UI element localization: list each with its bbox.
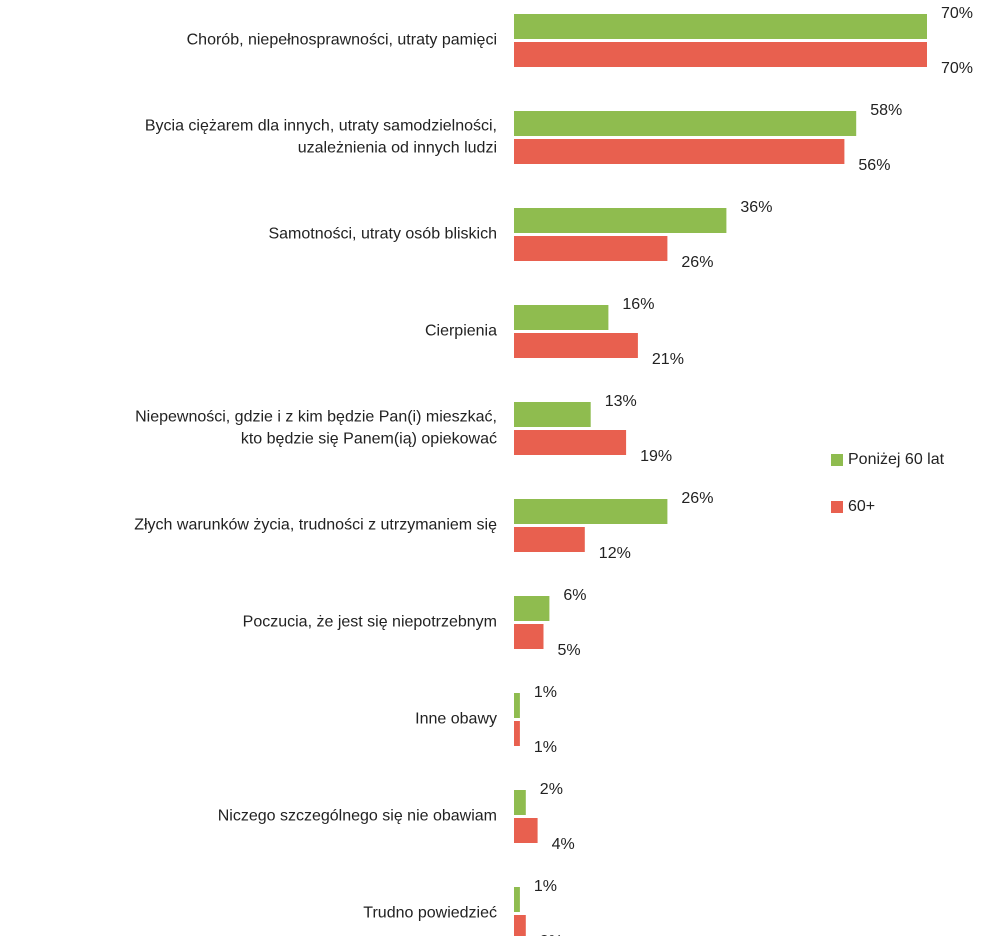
value-label: 6% — [563, 587, 586, 604]
bar — [514, 499, 668, 524]
value-label: 16% — [622, 296, 654, 313]
value-label: 1% — [534, 739, 557, 756]
bar — [514, 693, 520, 718]
bar — [514, 721, 520, 746]
category-label: Trudno powiedzieć — [363, 905, 497, 922]
legend-label: Poniżej 60 lat — [848, 451, 945, 468]
value-label: 36% — [740, 199, 772, 216]
value-label: 2% — [540, 781, 563, 798]
value-label: 4% — [552, 836, 575, 853]
category-label: Chorób, niepełnosprawności, utraty pamię… — [187, 32, 497, 49]
bar — [514, 596, 550, 621]
bar — [514, 14, 927, 39]
bar — [514, 887, 520, 912]
bar — [514, 333, 638, 358]
bar — [514, 915, 526, 936]
category-label: Poczucia, że jest się niepotrzebnym — [243, 614, 497, 631]
bar — [514, 111, 857, 136]
legend-swatch — [831, 501, 843, 513]
value-label: 1% — [534, 684, 557, 701]
bar — [514, 42, 927, 67]
bar — [514, 818, 538, 843]
legend-swatch — [831, 454, 843, 466]
value-label: 5% — [558, 642, 581, 659]
category-label: Złych warunków życia, trudności z utrzym… — [134, 517, 497, 534]
category-label: Cierpienia — [425, 323, 497, 340]
value-label: 1% — [534, 878, 557, 895]
value-label: 26% — [681, 254, 713, 271]
legend-label: 60+ — [848, 498, 875, 515]
value-label: 70% — [941, 5, 973, 22]
bar — [514, 624, 544, 649]
value-label: 58% — [870, 102, 902, 119]
value-label: 26% — [681, 490, 713, 507]
category-label: Niczego szczególnego się nie obawiam — [218, 808, 497, 825]
bar — [514, 236, 668, 261]
value-label: 12% — [599, 545, 631, 562]
category-label: Niepewności, gdzie i z kim będzie Pan(i)… — [135, 409, 497, 448]
bar — [514, 305, 609, 330]
bar — [514, 527, 585, 552]
bar — [514, 208, 727, 233]
bar — [514, 139, 845, 164]
value-label: 19% — [640, 448, 672, 465]
value-label: 70% — [941, 60, 973, 77]
value-label: 21% — [652, 351, 684, 368]
bar — [514, 430, 627, 455]
bar — [514, 790, 526, 815]
category-label: Samotności, utraty osób bliskich — [268, 226, 497, 243]
value-label: 2% — [540, 933, 563, 936]
category-label: Inne obawy — [415, 711, 497, 728]
category-label: Bycia ciężarem dla innych, utraty samodz… — [145, 118, 497, 157]
value-label: 56% — [858, 157, 890, 174]
value-label: 13% — [605, 393, 637, 410]
bar — [514, 402, 591, 427]
